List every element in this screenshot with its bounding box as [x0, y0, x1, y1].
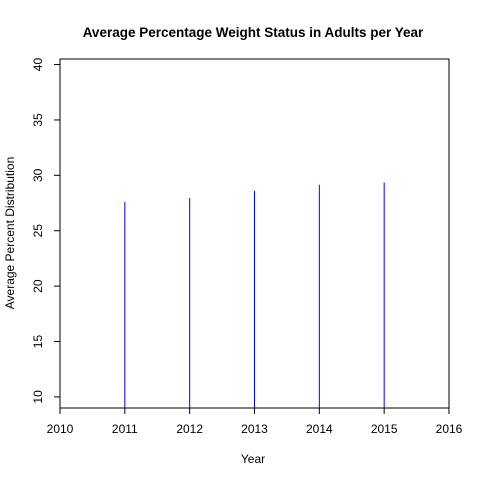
chart-title: Average Percentage Weight Status in Adul…	[83, 25, 424, 40]
y-axis-label: Average Percent Distribution	[3, 157, 17, 310]
y-axis: 10 15 20 25 30 35 40	[31, 58, 60, 404]
x-axis-label: Year	[241, 452, 265, 466]
y-tick-label: 25	[31, 224, 45, 238]
x-tick-label: 2010	[47, 422, 74, 436]
x-axis: 2010 2011 2012 2013 2014 2015 2016	[47, 408, 463, 436]
x-tick-label: 2013	[241, 422, 268, 436]
x-tick-label: 2011	[112, 422, 138, 436]
bars-layer	[124, 182, 385, 408]
x-tick-label: 2016	[436, 422, 463, 436]
x-tick-label: 2015	[371, 422, 398, 436]
y-tick-label: 15	[31, 335, 45, 349]
y-tick-label: 10	[31, 390, 45, 404]
x-tick-label: 2012	[176, 422, 203, 436]
y-tick-label: 40	[31, 58, 45, 72]
x-tick-label: 2014	[306, 422, 333, 436]
y-tick-label: 20	[31, 279, 45, 293]
y-tick-label: 35	[31, 113, 45, 127]
y-tick-label: 30	[31, 168, 45, 182]
